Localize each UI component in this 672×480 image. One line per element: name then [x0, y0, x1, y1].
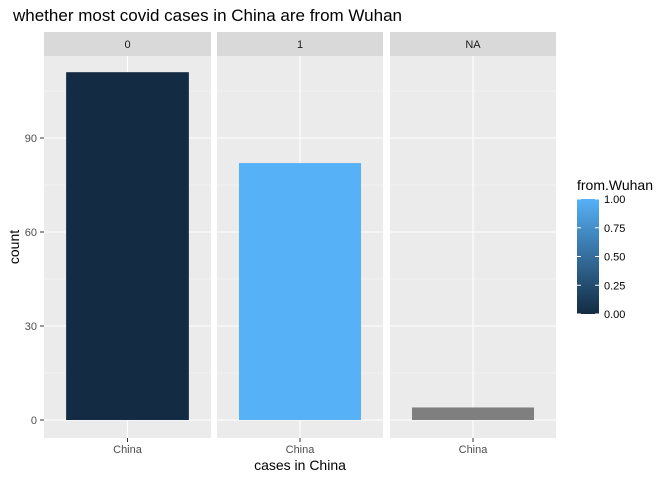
facet-strip — [390, 32, 556, 56]
legend-label: 0.00 — [604, 309, 625, 321]
legend-title: from.Wuhan — [577, 177, 653, 193]
facet-strip-label: 1 — [297, 39, 303, 51]
y-tick-label: 30 — [25, 321, 37, 333]
facet-strip — [217, 32, 383, 56]
facet-strip — [44, 32, 211, 56]
legend-label: 0.25 — [604, 280, 625, 292]
y-tick-label: 0 — [31, 415, 37, 427]
bar — [238, 163, 362, 421]
legend-label: 0.50 — [604, 252, 625, 264]
chart-title: whether most covid cases in China are fr… — [12, 6, 402, 25]
legend-colorbar — [577, 199, 599, 314]
y-tick-label: 90 — [25, 133, 37, 145]
x-tick-label: China — [459, 444, 489, 456]
bar — [66, 72, 189, 420]
y-tick-label: 60 — [25, 227, 37, 239]
bar — [411, 407, 535, 420]
y-axis-title: count — [6, 230, 22, 264]
legend-label: 0.75 — [604, 223, 625, 235]
x-tick-label: China — [113, 444, 143, 456]
facet-strip-label: 0 — [124, 39, 130, 51]
legend-label: 1.00 — [604, 194, 625, 206]
x-tick-label: China — [286, 444, 316, 456]
facet-strip-label: NA — [465, 39, 481, 51]
x-axis-title: cases in China — [254, 457, 346, 473]
